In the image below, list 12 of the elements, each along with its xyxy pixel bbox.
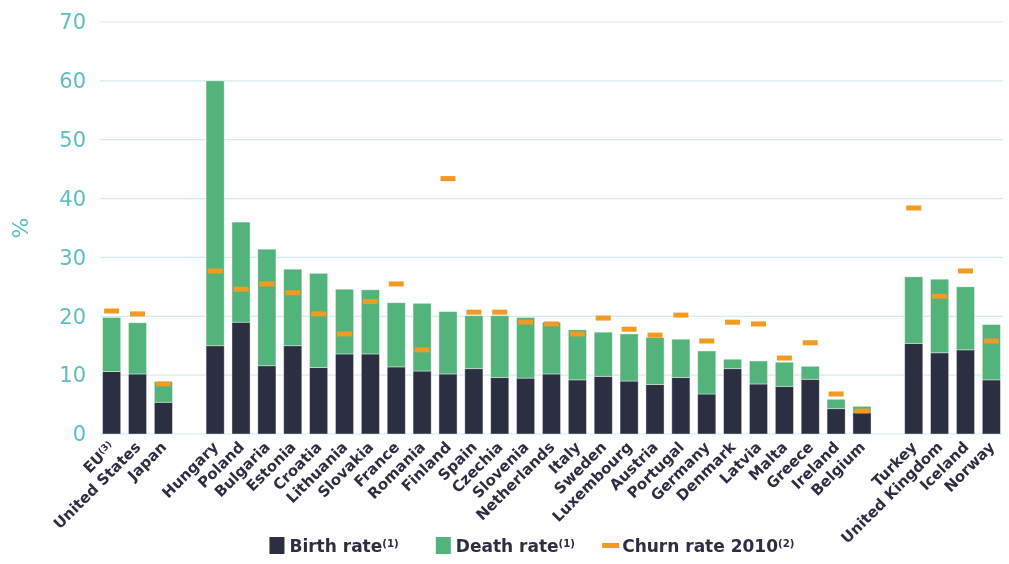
y-tick-label: 0 (72, 422, 86, 447)
y-tick-label: 40 (59, 186, 86, 211)
y-tick-label: 60 (59, 69, 86, 94)
legend-label: Churn rate 2010$^{(2)}$ (622, 536, 795, 556)
y-axis-title: % (8, 217, 33, 239)
legend-label: Birth rate$^{(1)}$ (289, 536, 399, 556)
y-tick-label: 70 (59, 10, 86, 35)
y-tick-label: 30 (59, 245, 86, 270)
legend-label: Death rate$^{(1)}$ (455, 536, 576, 556)
y-tick-label: 10 (59, 363, 86, 388)
y-tick-label: 20 (59, 304, 86, 329)
y-tick-label: 50 (59, 128, 86, 153)
